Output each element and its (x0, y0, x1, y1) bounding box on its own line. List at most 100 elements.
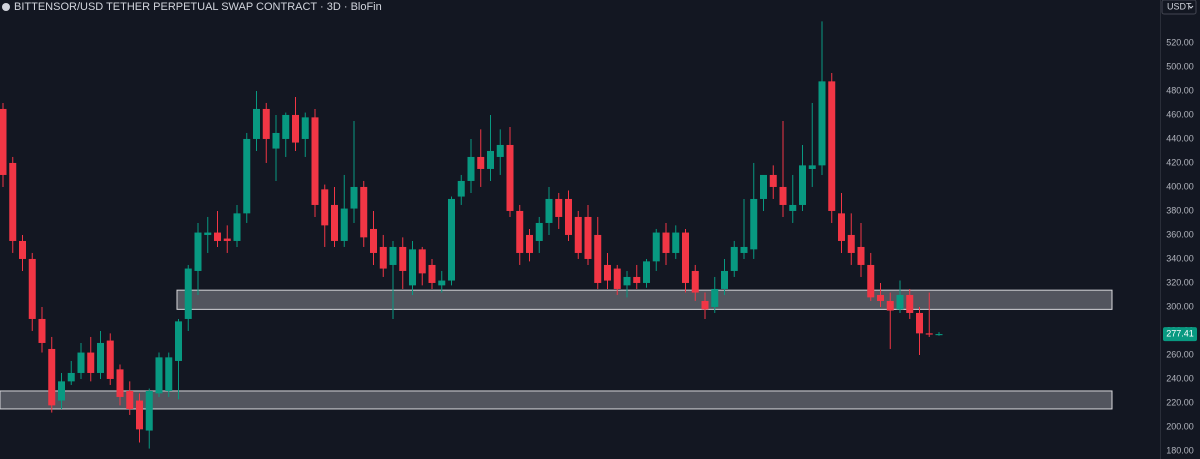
candle-body (253, 108, 260, 139)
y-tick-label: 400.00 (1166, 181, 1194, 191)
y-tick-label: 300.00 (1166, 301, 1194, 311)
candle-body (740, 246, 748, 253)
candle-body (370, 228, 377, 253)
y-tick-label: 240.00 (1166, 373, 1194, 383)
candle-body (438, 280, 446, 286)
candle-body (428, 264, 436, 283)
y-tick-label: 180.00 (1166, 445, 1194, 455)
candle-body (233, 213, 241, 241)
candle-body (828, 81, 836, 211)
candle-body (379, 246, 387, 269)
candle-body (799, 165, 806, 205)
candle-body (847, 234, 855, 253)
candle-body (58, 381, 65, 401)
candle-body (106, 340, 114, 379)
candle-body (126, 390, 134, 409)
candle-body (711, 288, 719, 307)
candle-body (516, 210, 524, 253)
candle-body (925, 333, 933, 335)
candle-body (623, 276, 631, 286)
support-zone (0, 390, 1113, 410)
candle-body (877, 294, 884, 301)
chart-title: BITTENSOR/USD TETHER PERPETUAL SWAP CONT… (14, 1, 382, 13)
candle-body (194, 232, 202, 271)
candle-body (750, 198, 758, 250)
candle-body (184, 268, 192, 319)
candle-body (730, 246, 738, 271)
y-tick-label: 340.00 (1166, 253, 1194, 263)
candle-body (87, 352, 95, 373)
candle-body (487, 150, 494, 169)
candle-body (477, 156, 485, 169)
candle-body (672, 232, 680, 253)
candle-body (223, 238, 231, 241)
candle-body (9, 162, 17, 241)
candle-body (701, 300, 709, 310)
candle-body (535, 222, 543, 241)
y-tick-label: 420.00 (1166, 157, 1194, 167)
y-tick-label: 460.00 (1166, 109, 1194, 119)
last-price-label: 277.41 (1166, 328, 1194, 338)
y-tick-label: 200.00 (1166, 421, 1194, 431)
y-tick-label: 320.00 (1166, 277, 1194, 287)
candle-body (136, 400, 143, 430)
candle-body (613, 268, 621, 289)
candle-body (906, 294, 914, 313)
candle-body (155, 357, 163, 394)
candle-body (243, 138, 251, 214)
y-tick-label: 260.00 (1166, 349, 1194, 359)
candle-body (886, 300, 894, 311)
candle-body (467, 156, 475, 181)
y-tick-label: 360.00 (1166, 229, 1194, 239)
candle-body (769, 174, 777, 187)
candle-body (838, 213, 845, 241)
candle-body (682, 232, 689, 283)
candle-body (214, 232, 221, 241)
candle-body (857, 246, 865, 265)
candle-body (399, 246, 407, 271)
candle-body (808, 165, 816, 169)
candle-body (409, 249, 416, 286)
candle-body (916, 312, 923, 334)
candle-body (282, 114, 290, 139)
candle-body (301, 117, 309, 139)
candle-body (457, 180, 465, 197)
candle-body (779, 186, 787, 205)
candle-body (643, 261, 650, 283)
candle-body (67, 372, 75, 382)
candle-body (311, 117, 319, 205)
candle-body (789, 204, 797, 211)
y-tick-label: 380.00 (1166, 205, 1194, 215)
candle-body (77, 352, 85, 373)
candle-body (506, 144, 514, 211)
candle-body (896, 294, 904, 310)
support-zone (176, 289, 1113, 310)
candle-body (565, 198, 572, 235)
candle-body (555, 198, 563, 217)
candle-body (360, 186, 368, 238)
candle-body (594, 234, 602, 283)
currency-label[interactable]: USDT (1167, 1, 1192, 11)
candle-body (496, 144, 504, 157)
candle-body (145, 390, 153, 431)
currency-chevron[interactable] (1188, 5, 1194, 9)
candle-body (526, 234, 533, 253)
candle-body (292, 114, 299, 143)
candle-body (818, 81, 826, 166)
candle-body (662, 232, 670, 253)
candle-body (331, 204, 338, 241)
currency-button[interactable] (1161, 0, 1197, 15)
candle-body (389, 246, 397, 265)
y-tick-label: 480.00 (1166, 85, 1194, 95)
y-tick-label: 440.00 (1166, 133, 1194, 143)
candle-body (19, 240, 26, 259)
candle-body (691, 270, 699, 293)
candle-body (165, 357, 173, 391)
candle-body (175, 321, 182, 361)
candle-body (867, 264, 875, 298)
candle-body (721, 270, 728, 289)
y-tick-label: 220.00 (1166, 397, 1194, 407)
